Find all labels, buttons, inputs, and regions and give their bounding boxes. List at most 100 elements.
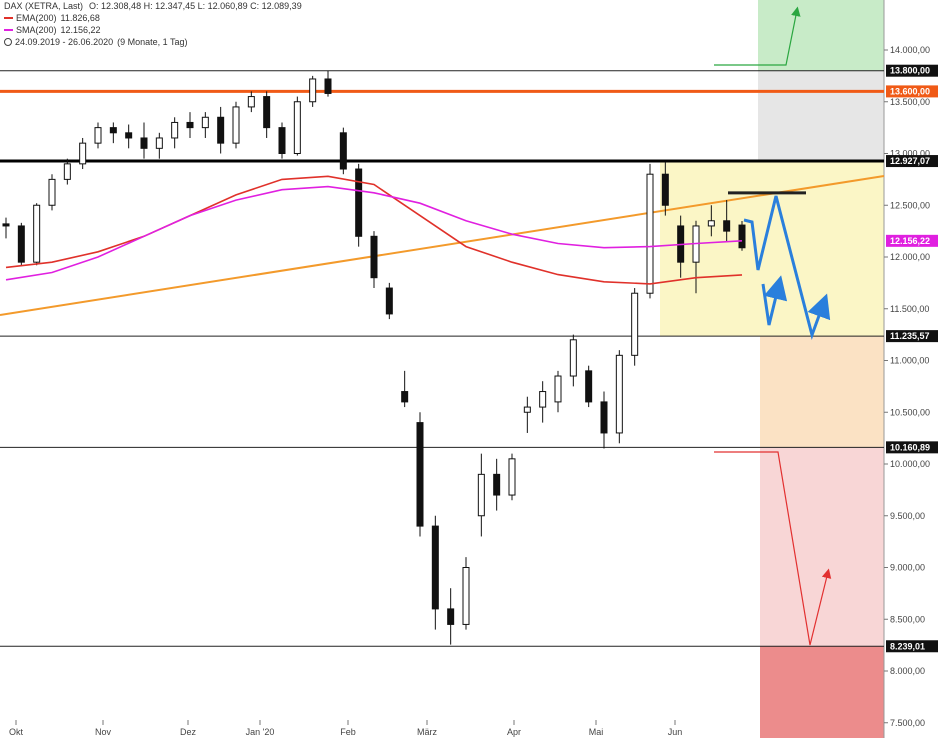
legend-sma-row: SMA(200) 12.156,22 [4, 24, 302, 36]
zone-target-up [758, 0, 884, 71]
candle-body [217, 116, 225, 144]
candle-body [431, 525, 439, 610]
legend-instrument-row: DAX (XETRA, Last) O: 12.308,48 H: 12.347… [4, 0, 302, 12]
y-tick-label: 10.500,00 [890, 407, 930, 417]
level-tag-1 [886, 85, 938, 98]
candle-body [171, 121, 179, 139]
candle-body [462, 567, 470, 625]
candle-body [33, 204, 41, 263]
candle-body [293, 101, 301, 154]
candle-body [309, 78, 317, 103]
candle-body [48, 178, 56, 206]
y-tick-label: 9.000,00 [890, 563, 925, 573]
instrument-label: DAX (XETRA, Last) [4, 1, 84, 11]
candle-body [493, 473, 501, 496]
candle-body [447, 608, 455, 625]
candle-body [125, 132, 133, 139]
y-tick-label: 11.000,00 [890, 356, 929, 366]
ascending-trendline [0, 175, 885, 316]
candle-body [615, 354, 623, 434]
x-tick-label: Okt [9, 727, 24, 737]
candle-body [140, 137, 148, 149]
candle-body [707, 220, 715, 227]
ema-swatch [4, 17, 13, 19]
candle-body [2, 223, 10, 227]
chart-legend: DAX (XETRA, Last) O: 12.308,48 H: 12.347… [4, 0, 302, 48]
candle-body [723, 220, 731, 232]
y-tick-label: 9.500,00 [890, 511, 925, 521]
candle-body [186, 121, 194, 129]
candle-body [569, 339, 577, 377]
level-tag-4 [886, 441, 938, 454]
price-tag-label: 12.156,22 [890, 236, 930, 246]
candle-body [477, 473, 485, 517]
candle-body [63, 163, 71, 180]
x-tick-label: Jun [668, 727, 683, 737]
candle-body [155, 137, 163, 149]
candle-body [278, 127, 286, 154]
candle-body [539, 391, 547, 408]
level-tag-2 [886, 155, 938, 168]
bull-arrow [714, 6, 801, 66]
candle-body [416, 422, 424, 527]
ohlc-values: O: 12.308,48 H: 12.347,45 L: 12.060,89 C… [89, 1, 302, 11]
sma-label: SMA(200) [16, 25, 57, 35]
candle-body [201, 116, 209, 129]
candle-body [17, 225, 25, 263]
x-tick-label: Feb [340, 727, 356, 737]
ema200-line [5, 175, 743, 285]
x-axis: Okt Nov Dez Jan '20 Feb März Apr Mai Jun [9, 720, 682, 737]
legend-range-row: 24.09.2019 - 26.06.2020 (9 Monate, 1 Tag… [4, 36, 302, 48]
horizontal-levels [0, 70, 884, 647]
candle-body [232, 106, 240, 144]
level-tag-3 [886, 330, 938, 343]
candle-body [585, 370, 593, 403]
sma-value: 12.156,22 [60, 25, 101, 35]
zone-support [760, 336, 884, 448]
candle-body [600, 401, 608, 434]
x-tick-label: Apr [507, 727, 521, 737]
scenario-arrow-b [761, 275, 788, 326]
date-range: 24.09.2019 - 26.06.2020 [15, 37, 114, 47]
x-tick-label: Jan '20 [246, 727, 275, 737]
level-tag-0 [886, 64, 938, 77]
candle-body [661, 173, 669, 206]
legend-ema-row: EMA(200) 11.826,68 [4, 12, 302, 24]
candles [2, 70, 746, 645]
candle-body [738, 224, 746, 249]
candle-body [355, 168, 363, 237]
clock-icon [4, 38, 12, 46]
level-tag-label-5: 8.239,01 [890, 641, 925, 651]
annotations [714, 6, 832, 646]
candle-body [646, 173, 654, 294]
candle-body [79, 142, 87, 165]
scenario-arrow-a [743, 195, 831, 341]
y-tick-label: 12.000,00 [890, 252, 930, 262]
candle-body [370, 235, 378, 279]
candle-body [554, 375, 562, 403]
sma200-line [5, 185, 743, 281]
zone-crash [760, 646, 884, 738]
x-tick-label: Nov [95, 727, 112, 737]
bear-arrow [714, 451, 832, 646]
candle-body [263, 96, 271, 129]
ema-label: EMA(200) [16, 13, 57, 23]
y-tick-label: 11.500,00 [890, 304, 929, 314]
candle-body [94, 127, 102, 144]
ema-value: 11.826,68 [60, 13, 100, 23]
sma-swatch [4, 29, 13, 31]
y-tick-label: 12.500,00 [890, 200, 930, 210]
candle-body [631, 292, 639, 356]
zone-risk [760, 447, 884, 647]
x-tick-label: Mai [589, 727, 604, 737]
candle-body [109, 127, 117, 134]
candle-body [247, 96, 255, 108]
zones [660, 0, 884, 738]
candle-body [339, 132, 347, 170]
zone-resistance [758, 70, 884, 162]
y-axis: 14.000,00 13.500,00 13.000,00 12.500,00 12.0… [884, 45, 938, 728]
level-tag-label-4: 10.160,89 [890, 442, 930, 452]
candle-body [508, 458, 516, 496]
y-tick-label: 8.000,00 [890, 666, 925, 676]
level-tag-label-0: 13.800,00 [890, 66, 930, 76]
